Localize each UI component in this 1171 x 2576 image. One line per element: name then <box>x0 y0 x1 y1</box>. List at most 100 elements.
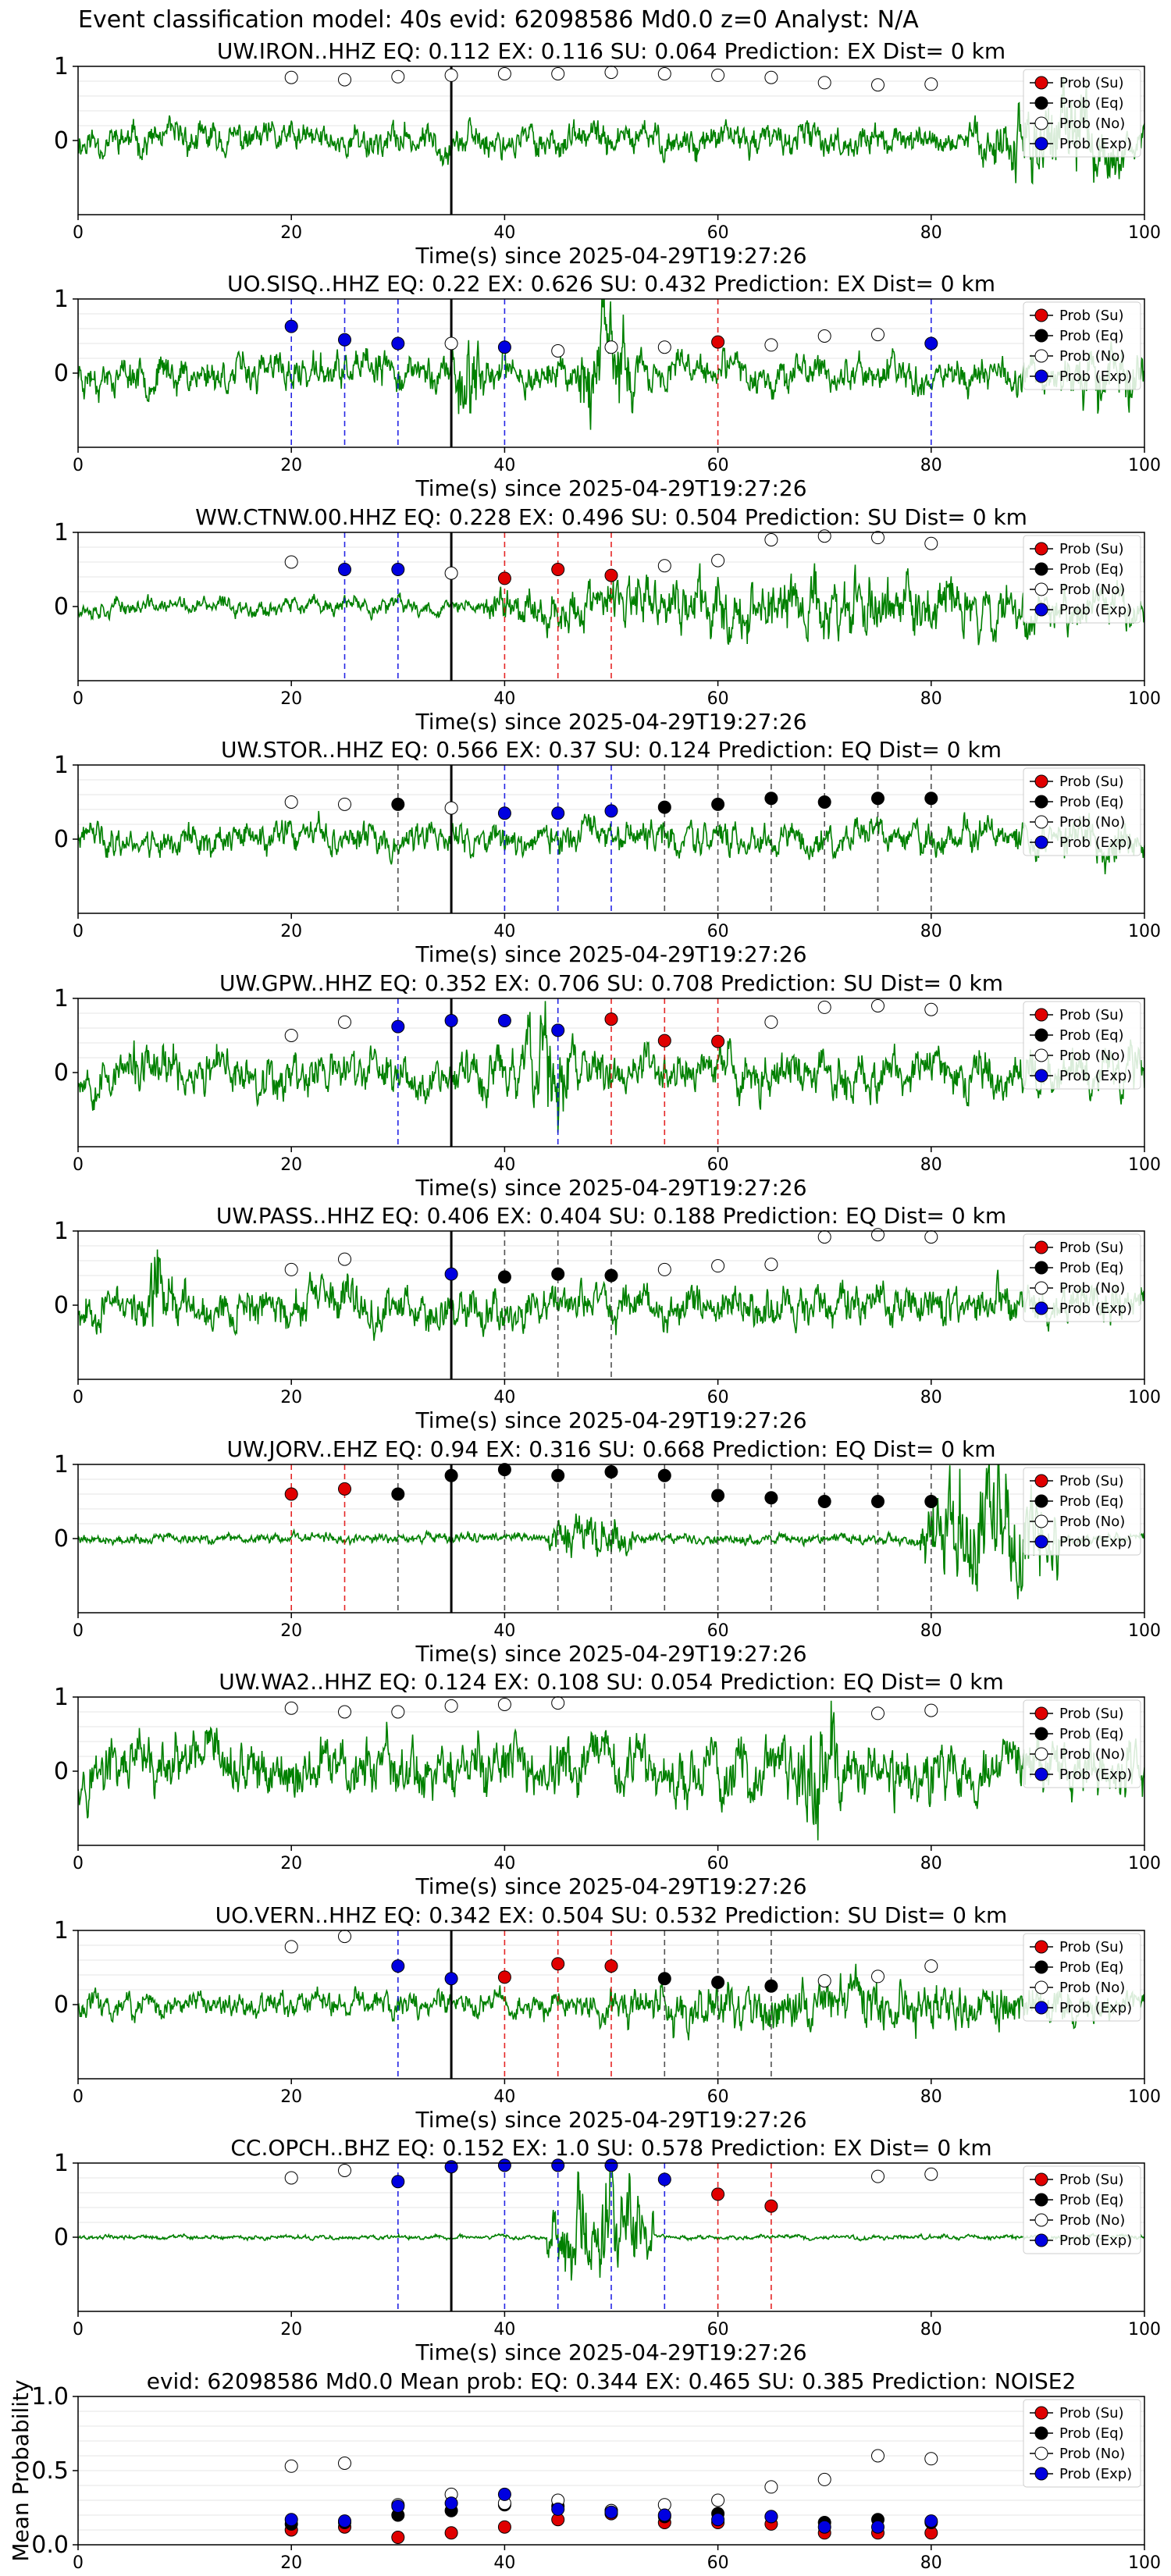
x-tick-label: 40 <box>493 456 515 475</box>
legend-marker-su <box>1034 1706 1048 1720</box>
prob-marker-no <box>338 1252 351 1266</box>
prob-marker-exp <box>391 336 405 350</box>
prob-marker-eq <box>497 1463 511 1477</box>
prob-marker-su <box>551 1957 565 1971</box>
x-tick-label: 0 <box>73 2087 84 2107</box>
legend-label-su: Prob (Su) <box>1059 1473 1124 1489</box>
prob-marker-no <box>764 70 778 84</box>
legend-marker-no <box>1034 1048 1048 1062</box>
x-axis-label: Time(s) since 2025-04-29T19:27:26 <box>415 243 806 269</box>
prob-marker-no <box>764 533 778 546</box>
legend-marker-exp <box>1034 137 1048 151</box>
y-tick-label: 1 <box>54 286 69 313</box>
prob-marker-no <box>817 1000 831 1014</box>
panel-9: CC.OPCH..BHZ EQ: 0.152 EX: 1.0 SU: 0.578… <box>54 2135 1161 2365</box>
x-tick-label: 40 <box>493 1155 515 1175</box>
x-tick-label: 40 <box>493 2087 515 2107</box>
panel-title: UW.GPW..HHZ EQ: 0.352 EX: 0.706 SU: 0.70… <box>219 970 1003 996</box>
prob-marker-exp <box>391 1019 405 1034</box>
legend-marker-su <box>1034 2172 1048 2186</box>
legend-marker-eq <box>1034 562 1048 576</box>
legend-label-no: Prob (No) <box>1059 1746 1125 1763</box>
prob-marker-no <box>551 67 565 80</box>
legend-label-no: Prob (No) <box>1059 814 1125 831</box>
legend-label-exp: Prob (Exp) <box>1059 1068 1132 1084</box>
x-tick-label: 60 <box>707 1388 729 1407</box>
legend-marker-eq <box>1034 96 1048 110</box>
prob-marker-no <box>657 559 671 573</box>
y-tick-label: 1 <box>54 752 69 779</box>
prob-marker-no <box>924 77 938 91</box>
x-tick-label: 20 <box>280 922 302 941</box>
legend-label-exp: Prob (Exp) <box>1059 2466 1132 2482</box>
figure-title: Event classification model: 40s evid: 62… <box>78 6 919 34</box>
mean-prob-point-exp <box>444 2496 458 2510</box>
x-axis-label: Time(s) since 2025-04-29T19:27:26 <box>415 2339 806 2365</box>
mean-prob-point-no <box>817 2472 831 2486</box>
prob-marker-no <box>871 328 884 342</box>
prob-marker-no <box>444 1699 458 1713</box>
x-axis-label: Time(s) since 2025-04-29T19:27:26 <box>415 709 806 735</box>
prob-marker-eq <box>924 792 938 806</box>
prob-marker-eq <box>657 1468 671 1482</box>
mean-prob-point-no <box>764 2480 778 2494</box>
legend-label-exp: Prob (Exp) <box>1059 834 1132 851</box>
legend-box <box>1023 301 1141 390</box>
prob-marker-no <box>338 73 351 87</box>
panel-2: WW.CTNW.00.HHZ EQ: 0.228 EX: 0.496 SU: 0… <box>54 504 1161 735</box>
x-tick-label: 80 <box>920 2320 942 2339</box>
legend-marker-exp <box>1034 369 1048 383</box>
prob-marker-no <box>338 1705 351 1719</box>
x-tick-label: 0 <box>73 922 84 941</box>
legend-marker-su <box>1034 1940 1048 1954</box>
prob-marker-no <box>284 1262 298 1276</box>
x-tick-label: 0 <box>73 456 84 475</box>
legend-marker-exp <box>1034 2001 1048 2015</box>
prob-marker-eq <box>764 1979 778 1993</box>
prob-marker-no <box>711 1259 725 1273</box>
prob-marker-su <box>604 1012 618 1026</box>
mean-prob-point-no <box>924 2452 938 2466</box>
y-tick-label: 0 <box>54 1059 69 1087</box>
prob-marker-su <box>338 1482 351 1496</box>
legend-label-no: Prob (No) <box>1059 1280 1125 1297</box>
prob-marker-eq <box>497 1270 511 1284</box>
x-tick-label: 80 <box>920 922 942 941</box>
x-tick-label: 0 <box>73 1621 84 1641</box>
x-tick-label: 80 <box>920 1388 942 1407</box>
prob-marker-no <box>657 1262 671 1276</box>
x-tick-label: 60 <box>707 2553 729 2573</box>
legend-marker-su <box>1034 1008 1048 1022</box>
x-axis-label: Time(s) since 2025-04-29T19:27:26 <box>415 1873 806 1899</box>
x-tick-label: 40 <box>493 689 515 709</box>
x-tick-label: 40 <box>493 2553 515 2573</box>
panel-title: UO.SISQ..HHZ EQ: 0.22 EX: 0.626 SU: 0.43… <box>227 271 995 297</box>
y-tick-label: 0.5 <box>31 2457 69 2485</box>
legend-label-no: Prob (No) <box>1059 1514 1125 1530</box>
legend-box <box>1023 1699 1141 1788</box>
prob-marker-no <box>338 2164 351 2177</box>
prob-marker-exp <box>338 563 351 576</box>
legend-marker-no <box>1034 1281 1048 1295</box>
panel-title: evid: 62098586 Md0.0 Mean prob: EQ: 0.34… <box>147 2368 1077 2394</box>
legend-marker-exp <box>1034 1069 1048 1083</box>
prob-marker-no <box>604 340 618 354</box>
legend-label-eq: Prob (Eq) <box>1059 1027 1124 1044</box>
prob-marker-no <box>338 1015 351 1029</box>
legend-label-eq: Prob (Eq) <box>1059 1726 1124 1742</box>
y-tick-label: 0.0 <box>31 2532 69 2559</box>
x-tick-label: 0 <box>73 1155 84 1175</box>
legend-marker-eq <box>1034 1494 1048 1508</box>
x-tick-label: 60 <box>707 1621 729 1641</box>
prob-marker-exp <box>391 1959 405 1973</box>
prob-marker-no <box>551 344 565 358</box>
panel-5: UW.PASS..HHZ EQ: 0.406 EX: 0.404 SU: 0.1… <box>54 1203 1161 1433</box>
prob-marker-no <box>924 536 938 550</box>
panel-4: UW.GPW..HHZ EQ: 0.352 EX: 0.706 SU: 0.70… <box>54 970 1161 1201</box>
x-tick-label: 40 <box>493 1621 515 1641</box>
legend-box <box>1023 2165 1141 2254</box>
mean-prob-point-no <box>284 2459 298 2473</box>
panel-0: UW.IRON..HHZ EQ: 0.112 EX: 0.116 SU: 0.0… <box>54 38 1161 269</box>
x-tick-label: 0 <box>73 2553 84 2573</box>
